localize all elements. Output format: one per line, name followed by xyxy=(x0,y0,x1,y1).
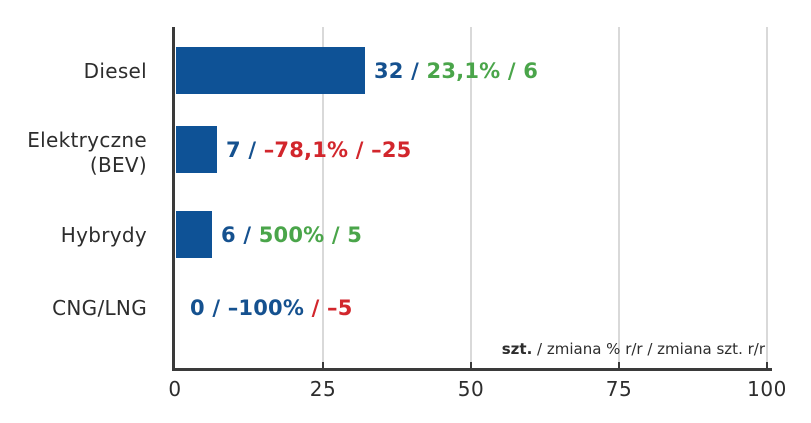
value-segment: 0 / xyxy=(190,296,228,320)
x-tick-label: 50 xyxy=(457,377,485,401)
value-segment: 32 / xyxy=(374,59,427,83)
gridline xyxy=(766,27,768,371)
axis-tick xyxy=(766,362,768,368)
x-tick-label: 0 xyxy=(168,377,182,401)
x-axis-line xyxy=(172,368,772,371)
x-tick-label: 100 xyxy=(747,377,787,401)
value-label: 6 / 500% / 5 xyxy=(221,223,362,247)
gridline xyxy=(470,27,472,371)
value-label: 7 / –78,1% / –25 xyxy=(226,138,412,162)
value-segment: 6 / xyxy=(221,223,259,247)
y-axis-line xyxy=(172,27,175,371)
category-label: Elektryczne (BEV) xyxy=(27,128,147,178)
unit-note-bold: szt. xyxy=(501,340,533,358)
value-segment: 7 / xyxy=(226,138,264,162)
axis-tick xyxy=(618,362,620,368)
value-segment: / –5 xyxy=(304,296,353,320)
category-label-line: Elektryczne xyxy=(27,128,147,152)
value-label: 32 / 23,1% / 6 xyxy=(374,59,538,83)
gridline xyxy=(322,27,324,371)
value-segment: –78,1% / –25 xyxy=(263,138,412,162)
category-label: CNG/LNG xyxy=(52,296,147,321)
category-label: Hybrydy xyxy=(61,223,147,248)
x-tick-label: 75 xyxy=(605,377,633,401)
category-label: Diesel xyxy=(84,59,147,84)
bar xyxy=(176,47,365,94)
axis-tick xyxy=(322,362,324,368)
axis-tick xyxy=(470,362,472,368)
bar xyxy=(176,211,212,258)
value-segment: –100% xyxy=(227,296,305,320)
value-segment: 500% / 5 xyxy=(258,223,363,247)
bar xyxy=(176,126,217,173)
unit-note-rest: / zmiana % r/r / zmiana szt. r/r xyxy=(532,340,765,358)
value-label: 0 / –100% / –5 xyxy=(190,296,353,320)
category-label-line: Hybrydy xyxy=(60,222,147,247)
gridline xyxy=(618,27,620,371)
category-label-line: CNG/LNG xyxy=(52,295,147,320)
category-label-line: (BEV) xyxy=(89,153,147,177)
category-label-line: Diesel xyxy=(83,58,147,83)
x-tick-label: 25 xyxy=(309,377,337,401)
axis-unit-note: szt. / zmiana % r/r / zmiana szt. r/r xyxy=(502,340,765,358)
value-segment: 23,1% / 6 xyxy=(426,59,539,83)
